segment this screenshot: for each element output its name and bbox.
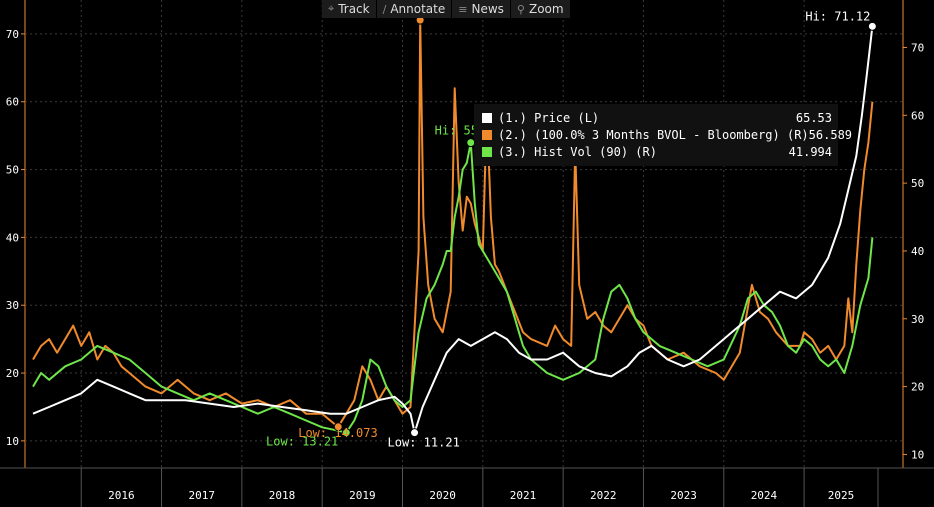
legend-swatch-price bbox=[482, 113, 492, 123]
x-tick-label: 2024 bbox=[751, 489, 778, 502]
legend-value-bvol: 56.589 bbox=[808, 128, 853, 142]
right-tick-label: 50 bbox=[911, 177, 924, 190]
pencil-icon: ∕ bbox=[382, 2, 387, 16]
track-button[interactable]: ⌖ Track bbox=[322, 0, 377, 18]
gridlines bbox=[0, 0, 934, 469]
legend-box: (1.) Price (L) 65.53 (2.) (100.0% 3 Mont… bbox=[474, 104, 852, 166]
x-axis: 2016 2017 2018 2019 2020 2021 2022 2023 2024 2025 bbox=[80, 468, 879, 507]
x-tick-label: 2021 bbox=[510, 489, 537, 502]
annotation-marker bbox=[333, 422, 343, 432]
chart-toolbar: ⌖ Track ∕ Annotate ≡ News ⚲ Zoom bbox=[322, 0, 571, 18]
x-tick-label: 2025 bbox=[828, 489, 855, 502]
zoom-icon: ⚲ bbox=[516, 2, 525, 16]
track-label: Track bbox=[338, 2, 370, 16]
legend-row-histvol[interactable]: (3.) Hist Vol (90) (R) 41.994 bbox=[482, 144, 832, 160]
left-tick-label: 60 bbox=[6, 96, 19, 109]
series-lines bbox=[32, 19, 874, 434]
annotate-button[interactable]: ∕ Annotate bbox=[376, 0, 453, 18]
annotation-label: Hi: 71.12 bbox=[805, 9, 870, 23]
left-tick-label: 10 bbox=[6, 435, 19, 448]
series-line-1 bbox=[32, 26, 874, 434]
left-tick-label: 30 bbox=[6, 299, 19, 312]
x-tick-label: 2016 bbox=[108, 489, 135, 502]
annotation-label: Low: 13.21 bbox=[266, 435, 338, 449]
right-tick-label: 60 bbox=[911, 109, 924, 122]
legend-swatch-histvol bbox=[482, 147, 492, 157]
series-line-2 bbox=[32, 19, 874, 428]
legend-row-bvol[interactable]: (2.) (100.0% 3 Months BVOL - Bloomberg) … bbox=[482, 127, 852, 143]
annotate-label: Annotate bbox=[390, 2, 446, 16]
left-tick-label: 70 bbox=[6, 28, 19, 41]
series-line-3 bbox=[32, 141, 874, 434]
legend-value-price: 65.53 bbox=[795, 111, 832, 125]
right-tick-label: 40 bbox=[911, 245, 924, 258]
legend-row-price[interactable]: (1.) Price (L) 65.53 bbox=[482, 110, 832, 126]
x-tick-label: 2020 bbox=[429, 489, 456, 502]
left-tick-label: 20 bbox=[6, 367, 19, 380]
legend-label-histvol: (3.) Hist Vol (90) (R) bbox=[498, 145, 657, 159]
annotation-label: Low: 11.21 bbox=[388, 436, 460, 450]
zoom-label: Zoom bbox=[528, 2, 564, 16]
annotation-marker bbox=[867, 21, 877, 31]
legend-label-price: (1.) Price (L) bbox=[498, 111, 600, 125]
x-tick-label: 2018 bbox=[269, 489, 296, 502]
news-icon: ≡ bbox=[458, 2, 468, 16]
left-tick-label: 50 bbox=[6, 164, 19, 177]
zoom-button[interactable]: ⚲ Zoom bbox=[510, 0, 571, 18]
right-tick-label: 70 bbox=[911, 41, 924, 54]
right-tick-label: 10 bbox=[911, 448, 924, 461]
x-tick-label: 2019 bbox=[349, 489, 376, 502]
news-button[interactable]: ≡ News bbox=[452, 0, 511, 18]
y-axis-left: 10 20 30 40 50 60 70 bbox=[6, 28, 25, 448]
x-tick-label: 2023 bbox=[670, 489, 697, 502]
x-tick-label: 2022 bbox=[590, 489, 617, 502]
crosshair-icon: ⌖ bbox=[328, 2, 335, 15]
x-tick-label: 2017 bbox=[188, 489, 215, 502]
right-tick-label: 30 bbox=[911, 313, 924, 326]
right-tick-label: 20 bbox=[911, 381, 924, 394]
left-tick-label: 40 bbox=[6, 231, 19, 244]
news-label: News bbox=[471, 2, 504, 16]
y-axis-right: 10 20 30 40 50 60 70 bbox=[903, 41, 924, 461]
annotation-label: Low: 14.073 bbox=[298, 426, 377, 440]
legend-label-bvol: (2.) (100.0% 3 Months BVOL - Bloomberg) … bbox=[498, 128, 809, 142]
legend-swatch-bvol bbox=[482, 130, 492, 140]
annotation-marker bbox=[341, 428, 351, 438]
annotation-marker bbox=[410, 428, 420, 438]
legend-value-histvol: 41.994 bbox=[788, 145, 832, 159]
